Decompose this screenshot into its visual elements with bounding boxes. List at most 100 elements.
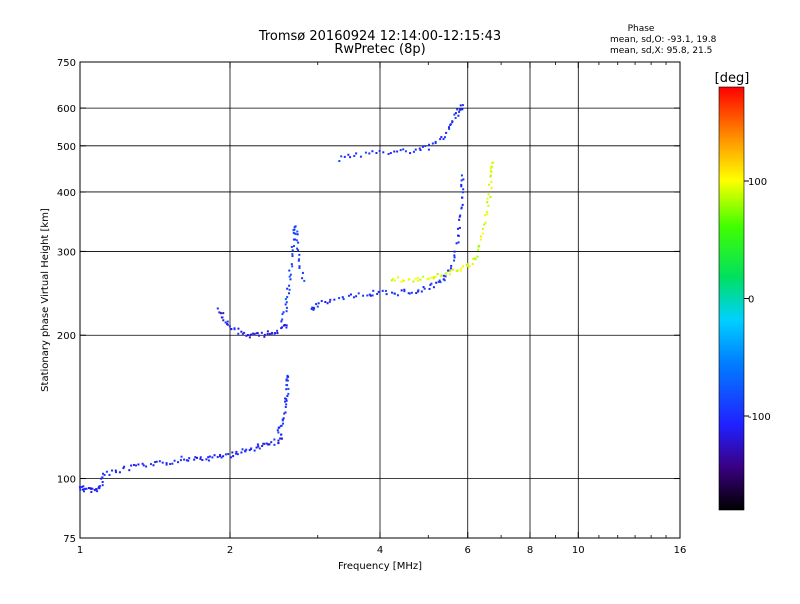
x-tick-label: 1 [77, 545, 83, 556]
data-point [284, 400, 287, 403]
data-point [419, 149, 422, 152]
data-point [430, 276, 433, 279]
data-point [390, 291, 393, 294]
data-point [459, 214, 462, 217]
data-point [368, 152, 371, 155]
data-point [98, 485, 101, 488]
data-point [459, 269, 462, 272]
data-point [288, 284, 291, 287]
colorbar-tick-label: 100 [748, 177, 767, 188]
data-point [273, 438, 276, 441]
data-point [465, 263, 468, 266]
data-point [460, 196, 463, 199]
data-point [400, 289, 403, 292]
data-point [392, 277, 395, 280]
data-point [417, 279, 420, 282]
data-point [270, 441, 273, 444]
data-point [102, 472, 105, 475]
data-point [298, 258, 301, 261]
data-point [390, 279, 393, 282]
data-point [152, 464, 155, 467]
data-point [489, 195, 492, 198]
data-point [79, 488, 82, 491]
data-point [285, 378, 288, 381]
data-point [230, 456, 233, 459]
data-point [466, 263, 469, 266]
data-point [263, 335, 266, 338]
data-point [315, 303, 318, 306]
data-point [284, 303, 287, 306]
data-point [400, 280, 403, 283]
data-point [96, 490, 99, 493]
data-point [432, 286, 435, 289]
data-point [439, 281, 442, 284]
data-point [241, 448, 244, 451]
data-point [310, 307, 313, 310]
data-point [357, 292, 360, 295]
data-point [415, 292, 418, 295]
data-point [449, 270, 452, 273]
data-point [429, 283, 432, 286]
data-point [453, 259, 456, 262]
data-point [460, 185, 463, 188]
data-point [285, 399, 288, 402]
data-point [481, 227, 484, 230]
data-point [277, 431, 280, 434]
data-point [291, 265, 294, 268]
data-point [303, 279, 306, 282]
data-point [347, 294, 350, 297]
data-point [294, 238, 297, 241]
data-point [474, 258, 477, 261]
data-point [258, 334, 261, 337]
data-point [454, 116, 457, 119]
data-point [281, 326, 284, 329]
data-point [240, 330, 243, 333]
data-point [483, 223, 486, 226]
data-point [282, 324, 285, 327]
data-point [341, 296, 344, 299]
data-point [280, 320, 283, 323]
data-point [488, 183, 491, 186]
data-point [199, 457, 202, 460]
data-point [245, 334, 248, 337]
data-point [412, 150, 415, 153]
data-point [296, 233, 299, 236]
data-point [324, 300, 327, 303]
data-point [161, 461, 164, 464]
data-point [149, 463, 152, 466]
data-point [145, 465, 148, 468]
data-point [362, 294, 365, 297]
data-point [80, 485, 83, 488]
data-point [260, 331, 263, 334]
data-point [285, 388, 288, 391]
data-point [436, 273, 439, 276]
data-point [368, 293, 371, 296]
data-point [393, 150, 396, 153]
data-point [118, 471, 121, 474]
x-axis-label: Frequency [MHz] [338, 561, 422, 572]
data-point [461, 191, 464, 194]
data-point [453, 250, 456, 253]
data-point [220, 456, 223, 459]
data-points [78, 104, 495, 493]
data-point [338, 297, 341, 300]
data-point [287, 392, 290, 395]
data-point [399, 149, 402, 152]
data-point [428, 143, 431, 146]
data-point [137, 463, 140, 466]
data-point [408, 278, 411, 281]
data-point [273, 443, 276, 446]
data-point [457, 234, 460, 237]
data-point [123, 465, 126, 468]
data-point [298, 265, 301, 268]
data-point [243, 331, 246, 334]
data-point [244, 449, 247, 452]
data-point [282, 311, 285, 314]
data-point [296, 247, 299, 250]
data-point [301, 271, 304, 274]
data-point [266, 443, 269, 446]
data-point [153, 461, 156, 464]
data-point [445, 131, 448, 134]
data-point [338, 160, 341, 163]
data-point [284, 411, 287, 414]
